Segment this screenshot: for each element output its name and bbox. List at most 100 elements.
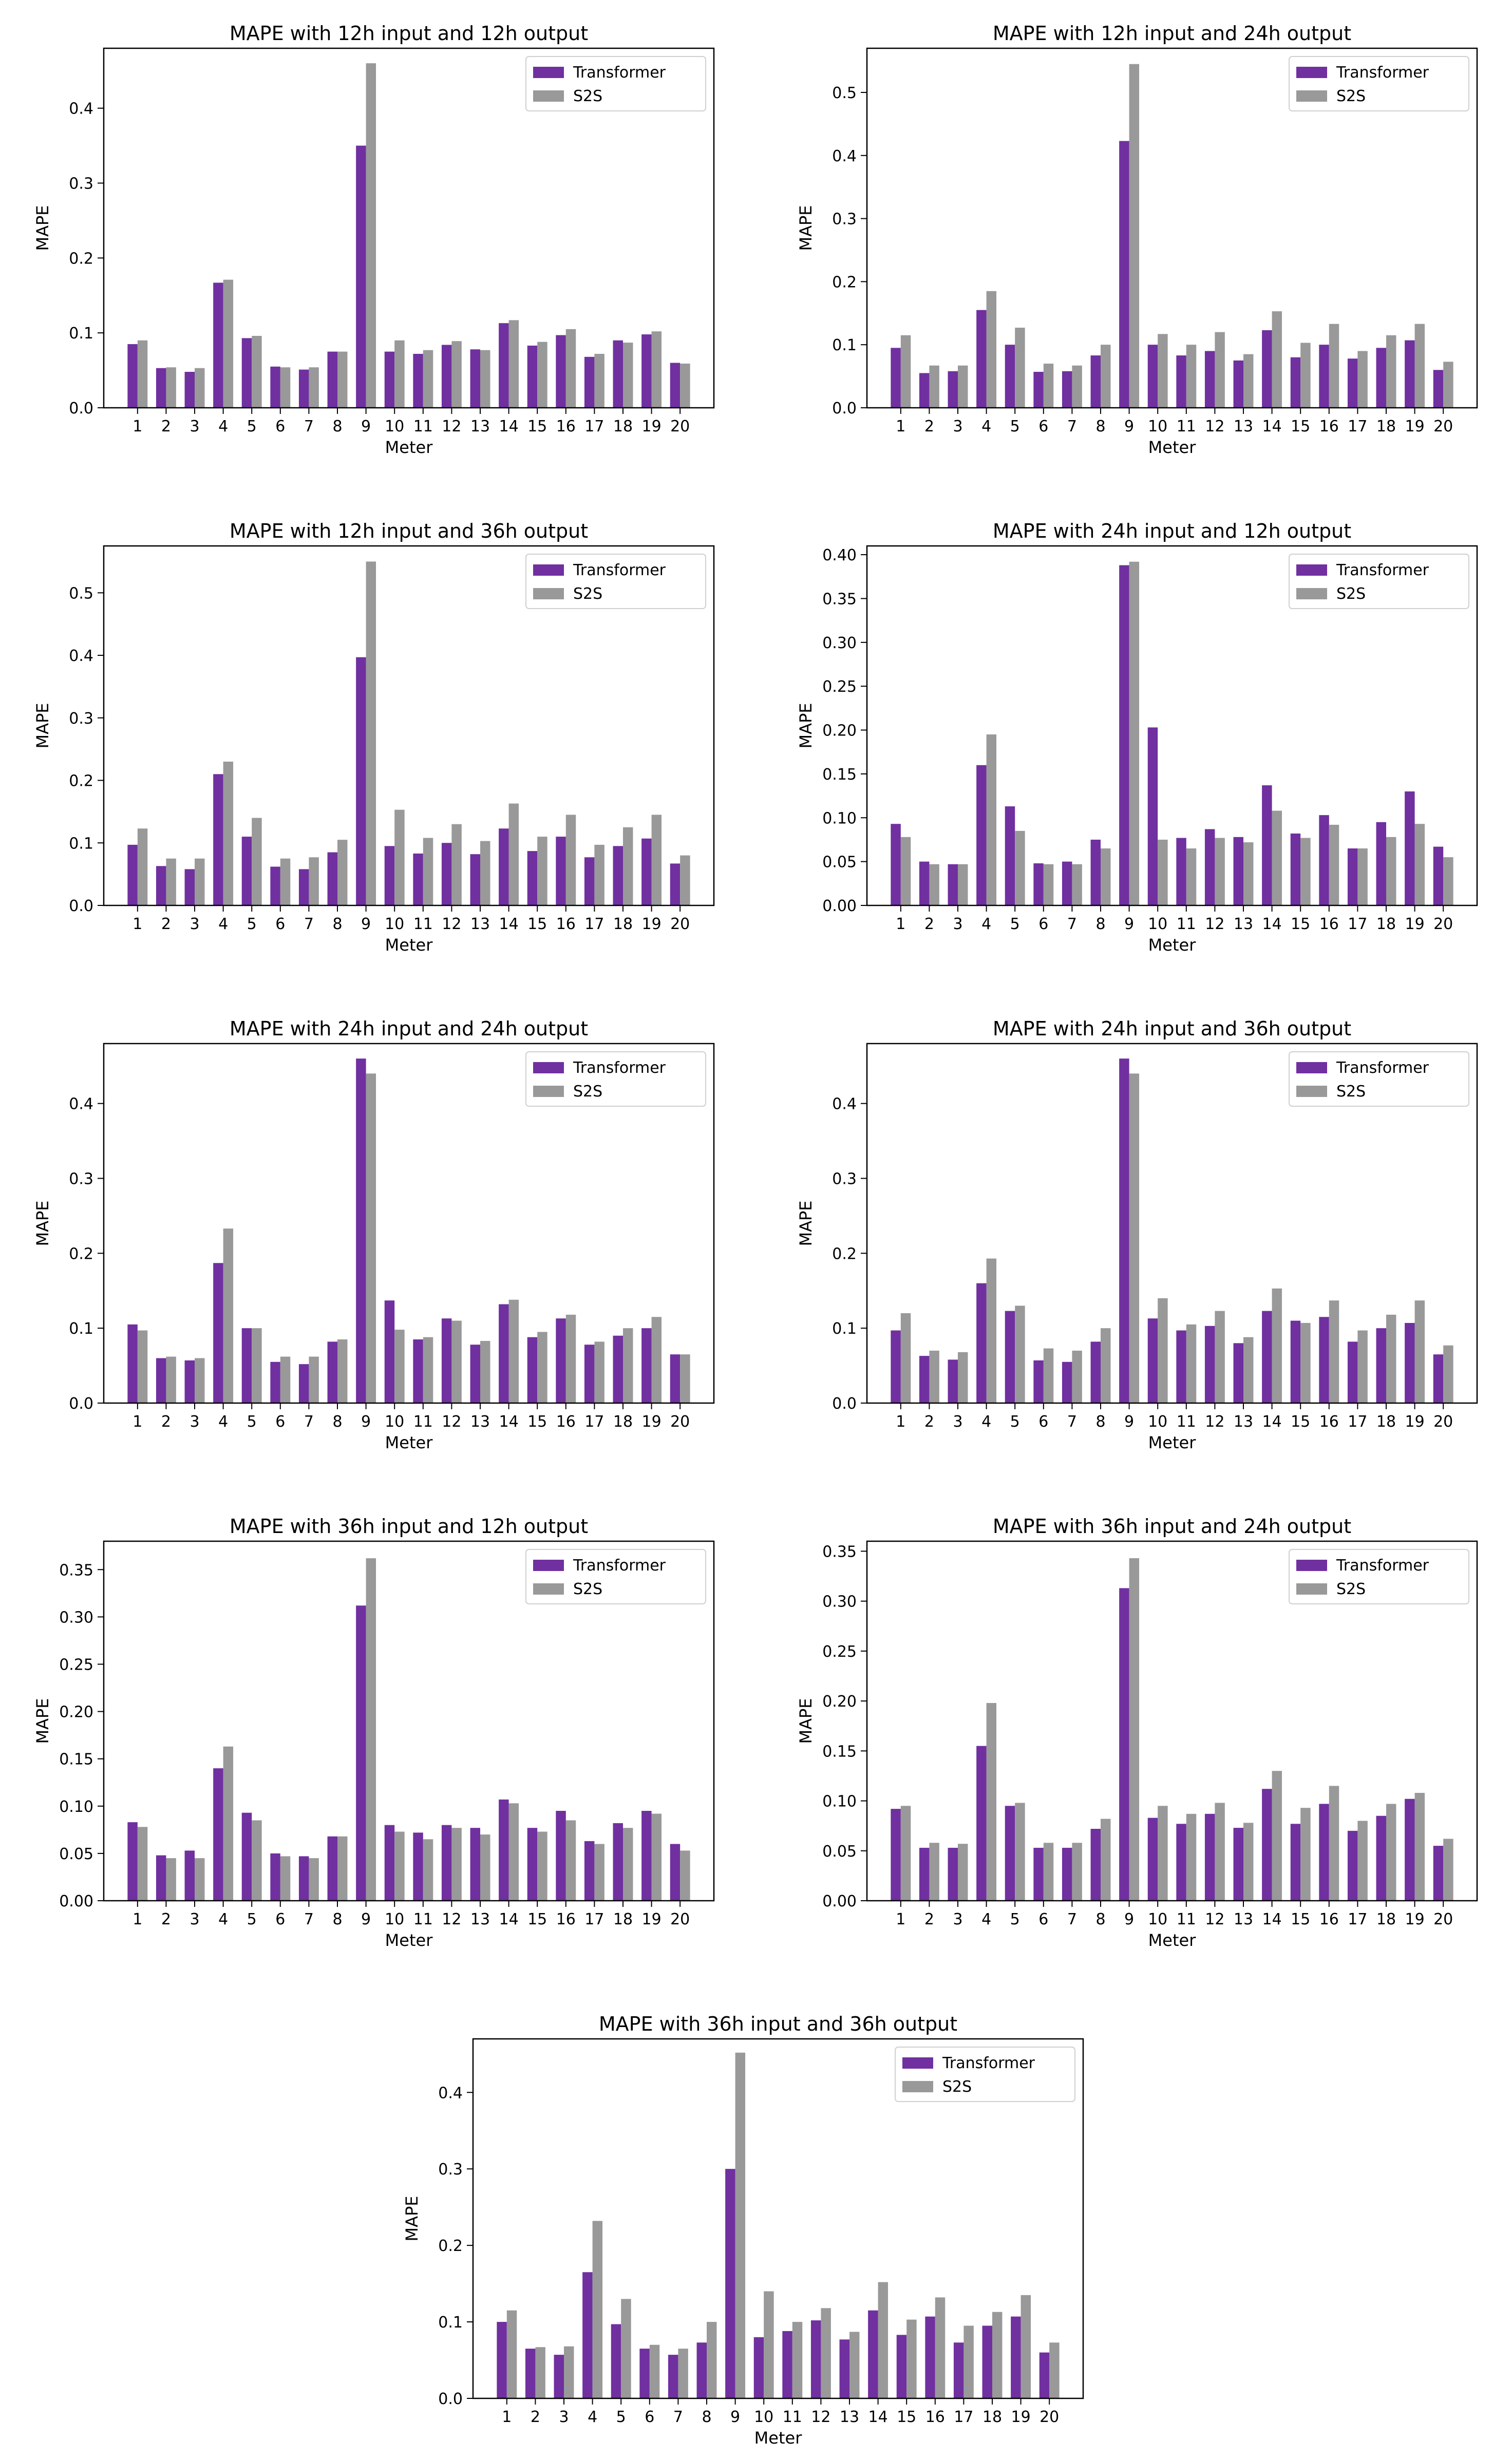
x-tick-label: 6	[1038, 1413, 1048, 1431]
bar-s2s-meter-3	[195, 1358, 205, 1403]
bar-transformer-meter-5	[241, 837, 252, 905]
x-tick-label: 3	[190, 915, 199, 933]
legend-label-transformer: Transformer	[573, 561, 666, 579]
y-axis-label: MAPE	[402, 2196, 422, 2241]
bar-transformer-meter-11	[413, 1832, 423, 1901]
y-tick-label: 0.30	[59, 1609, 93, 1626]
bar-transformer-meter-20	[670, 1354, 681, 1403]
legend: Transformer S2S	[1289, 1051, 1469, 1107]
y-tick-label: 0.4	[438, 2084, 463, 2102]
bar-transformer-meter-7	[668, 2355, 678, 2398]
bar-s2s-meter-12	[821, 2308, 831, 2398]
x-tick-label: 12	[442, 1910, 461, 1928]
x-axis-label: Meter	[1148, 1931, 1197, 1950]
bar-s2s-meter-1	[137, 1330, 148, 1403]
x-tick-label: 5	[247, 418, 257, 436]
x-tick-label: 13	[1234, 1413, 1253, 1431]
legend-label-transformer: Transformer	[942, 2054, 1035, 2072]
bar-s2s-meter-17	[594, 844, 604, 905]
legend-swatch-transformer	[533, 564, 564, 576]
y-tick-label: 0.1	[438, 2314, 463, 2332]
bar-transformer-meter-20	[1433, 1354, 1444, 1403]
bar-transformer-meter-13	[1233, 837, 1243, 905]
bar-transformer-meter-1	[891, 824, 901, 905]
x-axis-label: Meter	[385, 935, 433, 955]
x-tick-label: 1	[133, 1413, 142, 1431]
chart-title: MAPE with 24h input and 12h output	[993, 520, 1351, 542]
bar-transformer-meter-2	[156, 1855, 166, 1901]
bar-s2s-meter-10	[394, 809, 405, 905]
bar-s2s-meter-11	[1186, 848, 1197, 905]
legend-swatch-transformer	[533, 1560, 564, 1571]
bar-s2s-meter-3	[958, 1352, 968, 1403]
x-tick-label: 11	[1177, 915, 1196, 933]
chart-title: MAPE with 36h input and 12h output	[230, 1515, 588, 1538]
bar-s2s-meter-20	[1443, 857, 1453, 905]
x-tick-label: 8	[1095, 418, 1105, 436]
legend-swatch-s2s	[533, 1086, 564, 1097]
x-tick-label: 10	[1148, 915, 1167, 933]
bar-s2s-meter-11	[1186, 1324, 1197, 1404]
bar-s2s-meter-10	[394, 1330, 405, 1403]
bar-s2s-meter-17	[594, 1844, 604, 1901]
bar-transformer-meter-16	[1319, 1317, 1329, 1403]
bar-transformer-meter-7	[1062, 1361, 1072, 1403]
bar-transformer-meter-15	[527, 1337, 538, 1403]
plot-frame	[866, 545, 1478, 906]
bar-s2s-meter-7	[678, 2349, 688, 2398]
y-axis-label: MAPE	[33, 703, 52, 748]
bar-s2s-meter-12	[1215, 332, 1225, 408]
x-tick-label: 9	[361, 1413, 371, 1431]
bar-s2s-meter-6	[280, 1356, 291, 1403]
bar-transformer-meter-18	[982, 2325, 992, 2398]
bar-s2s-meter-11	[1186, 1813, 1197, 1901]
bar-s2s-meter-18	[1386, 1314, 1396, 1403]
legend-label-transformer: Transformer	[573, 64, 666, 82]
y-tick-label: 0.00	[59, 1893, 93, 1910]
bar-s2s-meter-8	[1101, 1328, 1111, 1403]
bar-s2s-meter-13	[1243, 842, 1254, 905]
x-tick-label: 8	[1095, 915, 1105, 933]
bar-transformer-meter-11	[782, 2331, 792, 2398]
bar-transformer-meter-14	[499, 1799, 509, 1901]
bar-s2s-meter-8	[1101, 1819, 1111, 1901]
bar-s2s-meter-8	[707, 2322, 717, 2398]
legend: Transformer S2S	[525, 554, 706, 609]
bar-transformer-meter-18	[1376, 1815, 1386, 1901]
bar-transformer-meter-1	[127, 1822, 138, 1901]
bar-transformer-meter-17	[1347, 1341, 1358, 1403]
bar-transformer-meter-10	[384, 351, 395, 408]
bar-transformer-meter-20	[670, 863, 681, 905]
bar-transformer-meter-14	[499, 1304, 509, 1403]
x-tick-label: 18	[1376, 915, 1396, 933]
bar-transformer-meter-9	[725, 2169, 735, 2398]
bar-transformer-meter-2	[919, 1356, 930, 1404]
bar-s2s-meter-3	[958, 1844, 968, 1901]
x-tick-label: 13	[470, 418, 490, 436]
x-tick-label: 13	[840, 2408, 859, 2426]
y-tick-label: 0.30	[822, 634, 857, 652]
bar-transformer-meter-12	[1204, 1326, 1215, 1403]
chart-title: MAPE with 24h input and 24h output	[230, 1017, 588, 1040]
bar-transformer-meter-11	[1176, 355, 1186, 408]
bar-s2s-meter-19	[651, 331, 662, 408]
x-tick-label: 1	[896, 915, 905, 933]
bar-transformer-meter-8	[327, 351, 337, 408]
y-tick-label: 0.4	[832, 1095, 857, 1113]
bar-s2s-meter-7	[1072, 365, 1082, 408]
y-tick-label: 0.00	[822, 897, 857, 915]
bar-s2s-meter-11	[423, 1337, 433, 1403]
x-tick-label: 16	[1319, 915, 1339, 933]
bar-s2s-meter-14	[508, 1299, 519, 1403]
bar-s2s-meter-20	[1443, 1839, 1453, 1901]
y-tick-label: 0.15	[822, 1743, 857, 1761]
y-tick-label: 0.3	[69, 175, 93, 193]
chart-title: MAPE with 12h input and 24h output	[993, 22, 1351, 45]
bar-s2s-meter-1	[137, 340, 148, 408]
bar-s2s-meter-19	[651, 1317, 662, 1403]
bar-transformer-meter-5	[1005, 1311, 1015, 1404]
x-tick-label: 12	[1205, 1413, 1224, 1431]
bar-transformer-meter-12	[810, 2320, 821, 2398]
x-tick-label: 16	[556, 1413, 576, 1431]
x-tick-label: 6	[275, 1413, 285, 1431]
